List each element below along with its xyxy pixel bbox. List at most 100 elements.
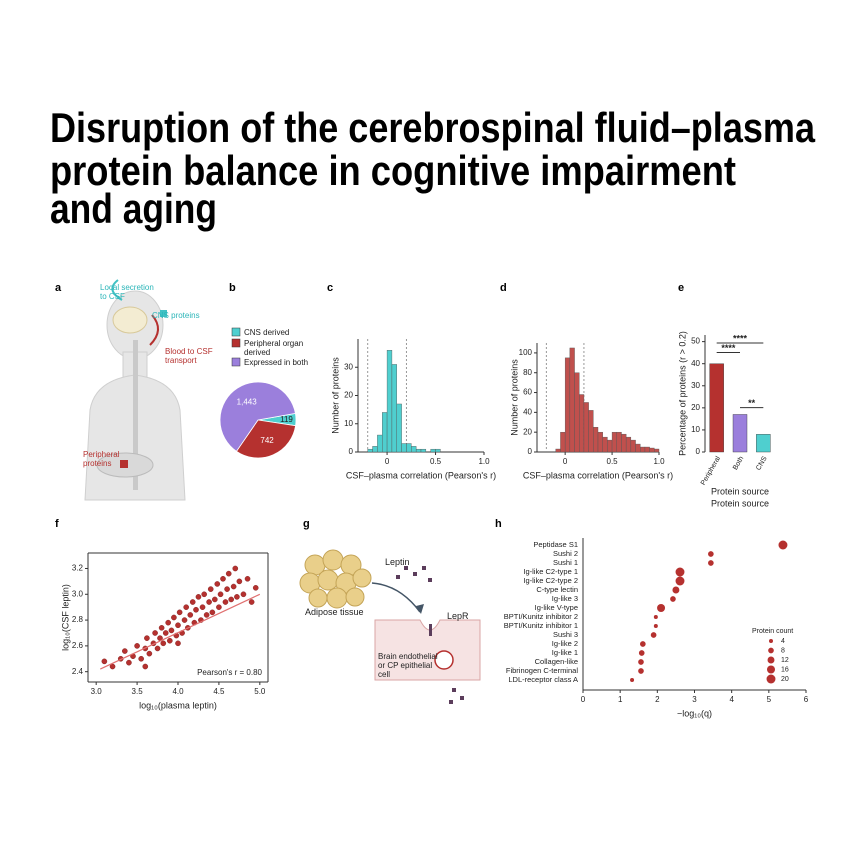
scatter-point <box>176 609 183 616</box>
diagram-label: CNS proteins <box>152 311 200 320</box>
histogram-bar <box>406 443 412 453</box>
x-axis-label: CSF–plasma correlation (Pearson's r) <box>523 470 673 480</box>
panel-letter: a <box>55 282 62 294</box>
histogram-bar <box>583 402 589 453</box>
size-legend-label: 16 <box>781 666 789 673</box>
category-label: Ig-like C2-type 1 <box>523 567 578 576</box>
scatter-point <box>206 599 212 605</box>
scatter-point <box>160 640 167 647</box>
diagram-label: Leptin <box>385 557 410 567</box>
scatter-point <box>165 619 171 626</box>
x-tick-label: Peripheral <box>700 455 722 487</box>
diagram-label: Brain endothelial or CP epithelial cell <box>378 652 438 679</box>
scatter-point <box>154 645 161 652</box>
y-tick-label: 10 <box>344 419 353 428</box>
x-tick-label: Both <box>732 455 745 471</box>
category-label: Collagen-like <box>535 657 578 666</box>
x-tick-label: 2 <box>655 695 660 704</box>
diagram-label: Blood to CSF transport <box>165 347 213 365</box>
y-tick-label: 40 <box>691 359 700 368</box>
y-tick-label: 2.6 <box>72 641 84 650</box>
figure-title: and aging <box>50 185 217 232</box>
size-legend-dot <box>768 647 774 654</box>
x-tick-label: 1.0 <box>478 457 490 466</box>
scatter-point <box>146 650 153 657</box>
histogram-bar <box>391 364 397 453</box>
dot <box>638 650 645 656</box>
y-tick-label: 30 <box>691 381 700 390</box>
histogram-bar <box>372 446 378 453</box>
y-tick-label: 20 <box>691 403 700 412</box>
x-tick-label: 5 <box>767 695 772 704</box>
category-label: Ig-like C2-type 2 <box>523 576 578 585</box>
panel-letter: d <box>500 282 507 294</box>
scatter-point <box>175 622 181 629</box>
y-tick-label: 3.2 <box>72 564 84 573</box>
scatter-point <box>217 591 224 598</box>
x-axis-label: −log₁₀(q) <box>677 708 712 718</box>
scatter-point <box>232 565 239 572</box>
scatter-point <box>168 627 175 634</box>
figure-title: protein balance in cognitive impairment <box>50 147 736 194</box>
y-tick-label: 3.0 <box>72 589 84 598</box>
scatter-point <box>212 596 218 603</box>
scatter-point <box>230 583 237 590</box>
y-tick-label: 0 <box>349 447 354 456</box>
scatter-point <box>152 630 158 636</box>
x-tick-label: 6 <box>804 695 809 704</box>
dot <box>653 615 658 619</box>
category-label: C-type lectin <box>536 585 578 594</box>
scatter-point <box>175 640 181 647</box>
dot <box>708 551 714 557</box>
histogram-bar <box>607 439 613 453</box>
histogram-bar <box>377 434 383 453</box>
scatter-point <box>203 612 210 618</box>
histogram-bar <box>597 431 603 453</box>
scatter-point <box>225 570 232 577</box>
y-tick-label: 20 <box>344 391 353 400</box>
panel-letter: f <box>55 518 59 530</box>
category-label: Sushi 3 <box>553 630 578 639</box>
category-label: LDL-receptor class A <box>508 675 578 684</box>
x-tick-label: 1 <box>618 695 623 704</box>
category-label: Ig-like 3 <box>552 594 578 603</box>
pie-label: 119 <box>280 415 293 424</box>
x-tick-label: 0 <box>581 695 586 704</box>
y-axis-label: Percentage of proteins (r > 0.2) <box>677 331 687 456</box>
histogram-bar <box>574 372 580 453</box>
scatter-point <box>126 659 132 666</box>
histogram-bar <box>560 431 566 453</box>
histogram-bar <box>382 412 388 453</box>
x-tick-label: 5.0 <box>254 687 266 696</box>
scatter-point <box>207 586 214 592</box>
dot <box>653 624 658 628</box>
histogram-bar <box>588 410 594 453</box>
scatter-point <box>158 625 165 631</box>
scatter-point <box>193 606 199 613</box>
panel-letter: b <box>229 282 236 294</box>
dot <box>670 596 676 602</box>
significance-label: **** <box>733 333 748 343</box>
x-axis-label: Protein source <box>711 486 769 496</box>
scatter-point <box>167 637 173 644</box>
scatter-point <box>134 643 140 649</box>
y-tick-label: 100 <box>519 348 533 357</box>
scatter-point <box>209 609 216 616</box>
scatter-point <box>234 594 240 600</box>
category-label: Sushi 1 <box>553 558 578 567</box>
histogram-bar <box>593 427 599 453</box>
scatter-point <box>122 648 128 654</box>
scatter-point <box>181 617 188 623</box>
x-axis-label: Protein source <box>711 498 769 508</box>
dot <box>675 576 685 586</box>
dot <box>675 567 685 577</box>
x-tick-label: 4 <box>729 695 734 704</box>
panel-letter: h <box>495 518 502 530</box>
dot <box>630 678 635 682</box>
legend-swatch <box>231 357 241 367</box>
dot <box>657 604 666 612</box>
x-axis-label: CSF–plasma correlation (Pearson's r) <box>346 470 496 480</box>
size-legend-dot <box>769 639 773 643</box>
x-tick-label: 4.5 <box>213 687 225 696</box>
leptin-illustration <box>299 549 481 704</box>
